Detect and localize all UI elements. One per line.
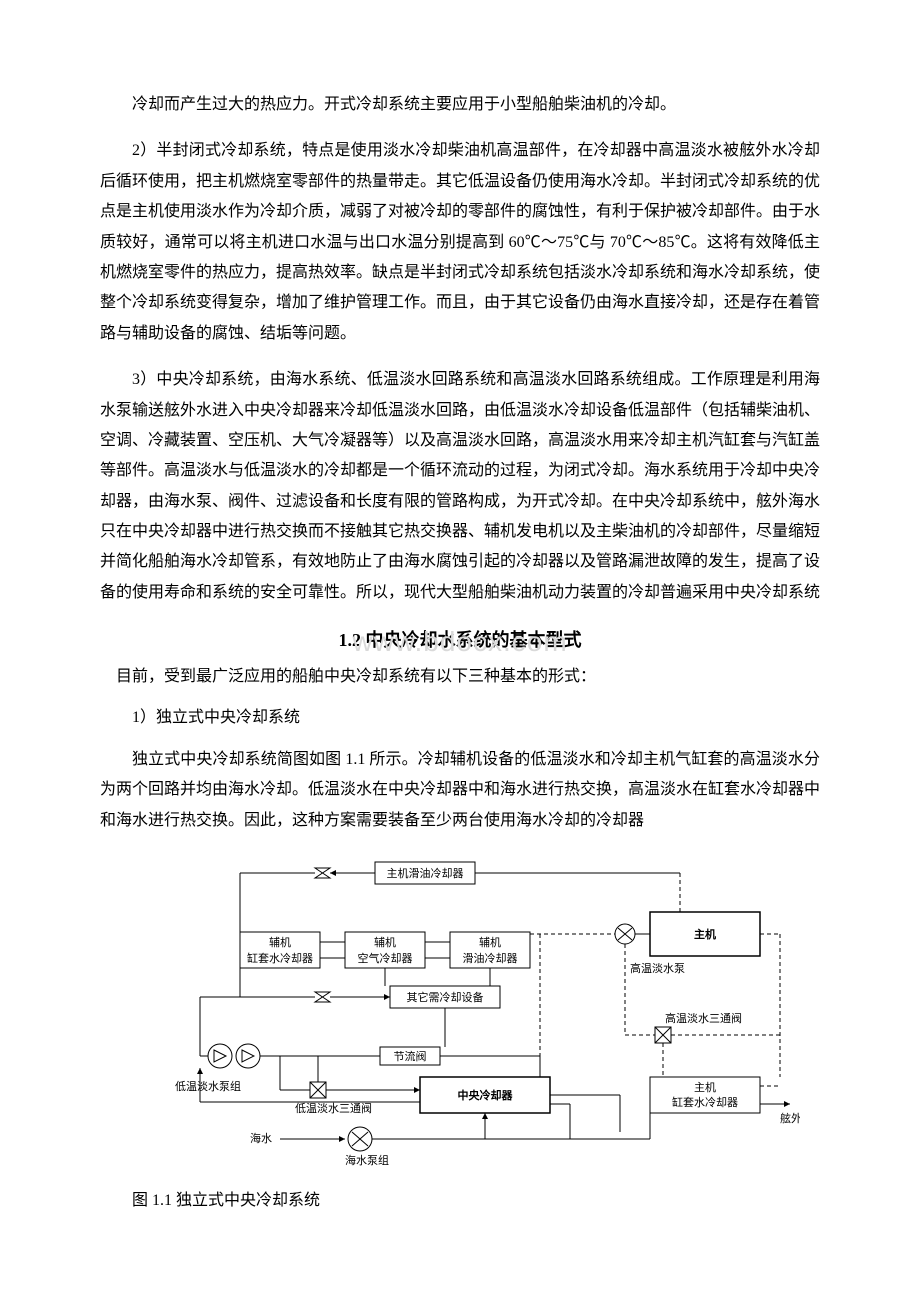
central-cooler-label: 中央冷却器: [458, 1088, 514, 1102]
paragraph-2: 2）半封闭式冷却系统，特点是使用淡水冷却柴油机高温部件，在冷却器中高温淡水被舷外…: [100, 136, 820, 349]
lt-threeway-label: 低温淡水三通阀: [295, 1101, 372, 1115]
seawater-label: 海水: [250, 1131, 272, 1145]
item-1-title: 1）独立式中央冷却系统: [100, 703, 820, 733]
throttle-label: 节流阀: [394, 1049, 427, 1063]
item-1-body: 独立式中央冷却系统简图如图 1.1 所示。冷却辅机设备的低温淡水和冷却主机气缸套…: [100, 745, 820, 836]
main-jw-cooler-l2: 缸套水冷却器: [672, 1095, 738, 1109]
aux-jw-cooler-l2: 缸套水冷却器: [247, 951, 313, 965]
lt-pump-group-label: 低温淡水泵组: [175, 1079, 241, 1093]
outboard-label: 舷外: [780, 1111, 800, 1125]
aux-air-cooler-l2: 空气冷却器: [358, 951, 413, 965]
sw-pump-icon: [348, 1127, 372, 1151]
ht-pump-label: 高温淡水泵: [630, 961, 685, 975]
main-engine-label: 主机: [694, 927, 716, 941]
ht-threeway-label: 高温淡水三通阀: [665, 1011, 742, 1025]
figure-1-1: 主机滑油冷却器 辅机 缸套水冷却器 辅机 空气冷却器 辅机 滑: [120, 852, 800, 1172]
paragraph-3: 3）中央冷却系统，由海水系统、低温淡水回路系统和高温淡水回路系统组成。工作原理是…: [100, 365, 820, 608]
aux-air-cooler-l1: 辅机: [374, 935, 396, 949]
main-lube-cooler-label: 主机滑油冷却器: [387, 866, 464, 880]
post-heading-line: 目前，受到最广泛应用的船舶中央冷却系统有以下三种基本的形式：: [100, 662, 820, 692]
section-heading: 1.2 中央冷却水系统的基本型式: [100, 626, 820, 652]
other-cooling-label: 其它需冷却设备: [407, 990, 484, 1004]
aux-lube-cooler-l2: 滑油冷却器: [463, 951, 518, 965]
aux-jw-cooler-l1: 辅机: [269, 935, 291, 949]
lead-line: 冷却而产生过大的热应力。开式冷却系统主要应用于小型船舶柴油机的冷却。: [100, 90, 820, 120]
lt-threeway-icon: [310, 1082, 326, 1098]
aux-lube-cooler-l1: 辅机: [479, 935, 501, 949]
sw-pump-label: 海水泵组: [345, 1153, 389, 1167]
figure-caption: 图 1.1 独立式中央冷却系统: [100, 1186, 820, 1216]
valve-top-icon: [315, 868, 330, 878]
lt-pump-group-icon: [208, 1044, 260, 1068]
valve-mid-icon: [315, 992, 330, 1002]
ht-threeway-icon: [655, 1027, 671, 1043]
main-jw-cooler-l1: 主机: [694, 1080, 716, 1094]
